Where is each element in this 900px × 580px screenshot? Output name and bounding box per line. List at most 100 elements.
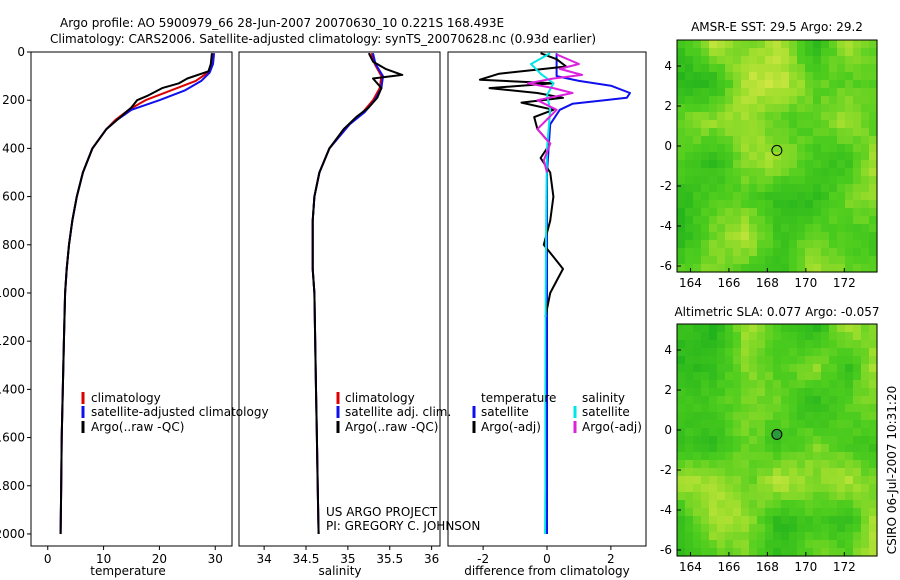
sla-map-cell [709, 500, 718, 509]
sla-map-cell [741, 356, 750, 365]
sla-map-cell [709, 404, 718, 413]
sst-map-cell [797, 72, 806, 81]
sla-map-cell [789, 508, 798, 517]
sst-map-cell [869, 144, 878, 153]
sst-map-xtick-label: 168 [756, 276, 779, 290]
salinity-xtick-label: 34 [256, 552, 271, 566]
sla-map-cell [749, 436, 758, 445]
sst-map-cell [821, 104, 830, 113]
sst-map-cell [741, 224, 750, 233]
sla-map-cell [813, 516, 822, 525]
sla-map-xtick-label: 164 [679, 560, 702, 574]
sst-map-cell [765, 64, 774, 73]
sst-map-cell [773, 232, 782, 241]
sst-map-xtick-label: 164 [679, 276, 702, 290]
sla-map-cell [869, 524, 878, 533]
sst-map-cell [765, 184, 774, 193]
sla-map-cell [821, 484, 830, 493]
sst-map-cell [757, 152, 766, 161]
sla-map-cell [757, 444, 766, 453]
sla-map-cell [741, 436, 750, 445]
sla-map-cell [845, 516, 854, 525]
sla-map-cell [813, 340, 822, 349]
sst-map-cell [861, 152, 870, 161]
sla-map-cell [685, 380, 694, 389]
sla-map-cell [677, 492, 686, 501]
sla-map-cell [797, 532, 806, 541]
sst-map-cell [845, 152, 854, 161]
sla-map-cell [813, 412, 822, 421]
sst-map-cell [749, 56, 758, 65]
sla-map-cell [709, 492, 718, 501]
temperature-ytick-label: 1200 [0, 334, 25, 348]
sla-map-cell [853, 492, 862, 501]
sla-map-cell [765, 524, 774, 533]
sla-map-cell [757, 364, 766, 373]
sst-map-cell [733, 88, 742, 97]
sst-map-cell [861, 80, 870, 89]
sla-map-cell [781, 380, 790, 389]
sst-map-cell [709, 64, 718, 73]
sst-map-cell [797, 224, 806, 233]
sla-map-cell [717, 540, 726, 549]
sla-map-cell [757, 412, 766, 421]
sst-map-cell [845, 120, 854, 129]
sla-map-cell [749, 444, 758, 453]
sla-map-cell [805, 548, 814, 557]
sst-map-cell [805, 72, 814, 81]
sla-map-cell [733, 356, 742, 365]
sla-map-cell [749, 388, 758, 397]
sla-map-xtick-label: 168 [756, 560, 779, 574]
temperature-ytick-label: 200 [2, 93, 25, 107]
sla-map-cell [845, 332, 854, 341]
sst-map-cell [677, 184, 686, 193]
sla-map-cell [837, 452, 846, 461]
sla-map-cell [821, 324, 830, 333]
sst-map-ytick-label: 0 [664, 139, 672, 153]
sla-map-cell [677, 436, 686, 445]
legend-label-argo: Argo(..raw -QC) [91, 420, 184, 434]
sst-map-cell [709, 88, 718, 97]
sla-map-cell [741, 484, 750, 493]
sst-map-cell [829, 192, 838, 201]
sla-map-cell [717, 548, 726, 557]
sla-map-cell [813, 436, 822, 445]
temperature-ytick-label: 0 [17, 45, 25, 59]
sla-map-cell [709, 420, 718, 429]
sla-map-cell [861, 348, 870, 357]
temperature-panel: 0102030020040060080010001200140016001800… [0, 45, 269, 578]
sst-map-cell [685, 72, 694, 81]
sst-map-cell [757, 264, 766, 273]
sst-map-cell [757, 144, 766, 153]
sst-map-cell [853, 48, 862, 57]
sla-map-cell [717, 452, 726, 461]
sst-map-cell [797, 96, 806, 105]
sst-map-cell [725, 88, 734, 97]
sla-map-cell [837, 380, 846, 389]
sst-map-cell [797, 160, 806, 169]
sla-map-cell [829, 484, 838, 493]
sst-map-cell [845, 160, 854, 169]
sst-map-cell [789, 144, 798, 153]
sla-map-cell [821, 388, 830, 397]
sst-map-cell [749, 176, 758, 185]
sla-map-cell [741, 508, 750, 517]
sst-map-cell [701, 256, 710, 265]
sst-map-cell [869, 48, 878, 57]
sla-map-cell [757, 356, 766, 365]
difference-xlabel: difference from climatology [464, 564, 630, 578]
sla-map-cell [781, 340, 790, 349]
sla-map-cell [693, 332, 702, 341]
sst-map-cell [733, 120, 742, 129]
sst-map-cell [805, 104, 814, 113]
temperature-ytick-label: 800 [2, 238, 25, 252]
sla-map-cell [757, 532, 766, 541]
sst-map-cell [805, 192, 814, 201]
sst-map-cell [693, 104, 702, 113]
sst-map-title: AMSR-E SST: 29.5 Argo: 29.2 [691, 20, 863, 34]
sla-map-cell [805, 484, 814, 493]
sst-map-cell [701, 176, 710, 185]
sla-map-cell [829, 540, 838, 549]
sla-map-cell [741, 468, 750, 477]
sst-map-cell [789, 176, 798, 185]
